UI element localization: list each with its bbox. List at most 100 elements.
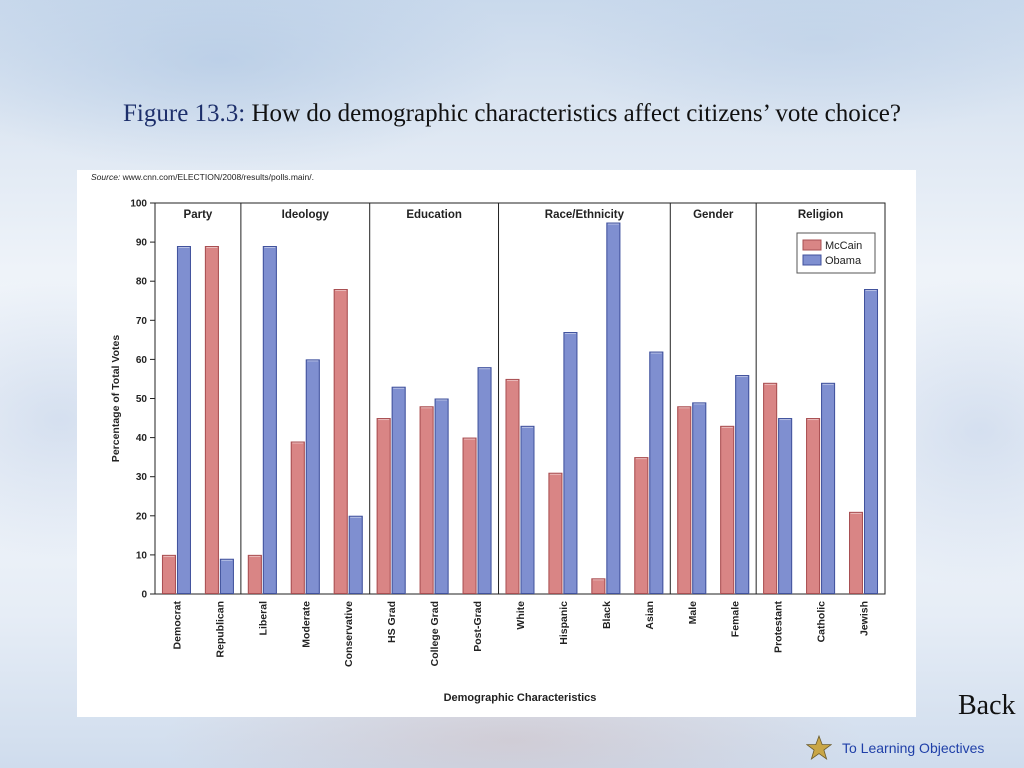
bar-mccain-conservative <box>333 289 348 594</box>
bar-outline <box>305 359 320 594</box>
y-tick-label: 60 <box>136 355 148 366</box>
bar-outline <box>262 246 277 594</box>
x-axis-label: Demographic Characteristics <box>444 692 597 704</box>
bar-obama-male <box>692 402 707 594</box>
bar-mccain-post-grad <box>462 437 477 594</box>
bar-mccain-asian <box>634 457 649 594</box>
bar-mccain-white <box>505 378 520 594</box>
bar-mccain-moderate <box>290 441 305 594</box>
bar-outline <box>735 375 750 594</box>
x-tick-label: Male <box>687 601 699 625</box>
learning-objectives-link[interactable]: To Learning Objectives <box>806 735 984 761</box>
learning-objectives-label: To Learning Objectives <box>842 740 985 756</box>
bar-outline <box>219 558 234 594</box>
bar-obama-democrat <box>176 246 191 594</box>
bar-outline <box>649 351 664 594</box>
bar-outline <box>591 578 606 594</box>
x-tick-label: Catholic <box>816 601 828 643</box>
bar-obama-white <box>520 425 535 594</box>
bar-obama-catholic <box>821 382 836 594</box>
x-tick-label: Black <box>601 601 613 629</box>
group-label: Party <box>184 209 213 221</box>
source-note: Source: www.cnn.com/ELECTION/2008/result… <box>91 172 314 182</box>
x-tick-label: Hispanic <box>558 601 570 645</box>
bar-outline <box>462 437 477 594</box>
bar-obama-female <box>735 375 750 594</box>
x-tick-label: Protestant <box>773 601 785 653</box>
y-tick-label: 80 <box>136 277 148 288</box>
bar-outline <box>434 398 449 594</box>
bar-mccain-republican <box>204 246 219 594</box>
bar-outline <box>548 472 563 595</box>
bar-outline <box>821 382 836 594</box>
back-link[interactable]: Back <box>958 690 1016 721</box>
group-label: Gender <box>693 209 734 221</box>
x-tick-label: Post-Grad <box>472 601 484 652</box>
bar-obama-jewish <box>864 289 879 594</box>
y-tick-label: 0 <box>141 590 147 601</box>
bar-mccain-hs-grad <box>376 418 391 594</box>
bar-outline <box>692 402 707 594</box>
source-url: www.cnn.com/ELECTION/2008/results/polls.… <box>120 172 314 182</box>
bar-outline <box>677 406 692 594</box>
x-tick-label: Republican <box>214 601 226 658</box>
y-tick-label: 20 <box>136 511 148 522</box>
bar-outline <box>520 425 535 594</box>
bar-obama-hispanic <box>563 332 578 594</box>
x-tick-label: Moderate <box>300 601 312 648</box>
y-tick-label: 70 <box>136 316 148 327</box>
x-tick-label: Liberal <box>257 601 269 636</box>
bar-mccain-catholic <box>806 418 821 594</box>
bar-obama-republican <box>219 558 234 594</box>
chart-panel: Source: www.cnn.com/ELECTION/2008/result… <box>77 170 916 717</box>
group-label: Religion <box>798 209 843 221</box>
bar-obama-protestant <box>778 418 793 594</box>
bar-obama-moderate <box>305 359 320 594</box>
x-tick-label: HS Grad <box>386 601 398 643</box>
legend-swatch-mccain <box>802 239 822 251</box>
bar-obama-liberal <box>262 246 277 594</box>
figure-label: Figure 13.3: <box>123 100 246 127</box>
bar-obama-post-grad <box>477 367 492 594</box>
bar-mccain-hispanic <box>548 472 563 594</box>
bar-outline <box>505 378 520 594</box>
bar-outline <box>634 457 649 594</box>
bar-outline <box>806 418 821 594</box>
x-tick-label: Conservative <box>343 601 355 667</box>
y-tick-label: 50 <box>136 394 148 405</box>
legend-label-mccain: McCain <box>825 240 862 252</box>
group-label: Education <box>406 209 462 221</box>
star-icon <box>806 735 832 761</box>
bar-outline <box>333 289 348 595</box>
bar-outline <box>161 554 176 594</box>
bar-outline <box>477 367 492 594</box>
y-tick-label: 100 <box>130 199 147 210</box>
bar-obama-asian <box>649 351 664 594</box>
bar-obama-college-grad <box>434 398 449 594</box>
group-label: Ideology <box>282 209 330 221</box>
bar-outline <box>778 418 793 594</box>
bar-outline <box>247 554 262 594</box>
x-tick-label: College Grad <box>429 601 441 666</box>
legend-box <box>796 232 876 274</box>
bar-outline <box>419 406 434 594</box>
figure-title-text: How do demographic characteristics affec… <box>245 100 901 127</box>
legend-label-obama: Obama <box>825 255 862 267</box>
bar-mccain-democrat <box>161 554 176 594</box>
bar-outline <box>290 441 305 595</box>
y-tick-label: 10 <box>136 550 148 561</box>
bar-mccain-liberal <box>247 554 262 594</box>
bar-mccain-jewish <box>849 511 864 594</box>
bar-outline <box>204 246 219 594</box>
bar-outline <box>376 418 391 594</box>
source-prefix: Source: <box>91 172 121 182</box>
bar-mccain-black <box>591 578 606 594</box>
y-tick-label: 40 <box>136 433 148 444</box>
bar-chart: Source: www.cnn.com/ELECTION/2008/result… <box>91 172 886 704</box>
bar-outline <box>720 425 735 594</box>
bar-outline <box>849 511 864 595</box>
bar-outline <box>391 386 406 594</box>
bar-mccain-college-grad <box>419 406 434 594</box>
slide-title: Figure 13.3: How do demographic characte… <box>80 96 944 132</box>
group-label: Race/Ethnicity <box>545 209 625 221</box>
